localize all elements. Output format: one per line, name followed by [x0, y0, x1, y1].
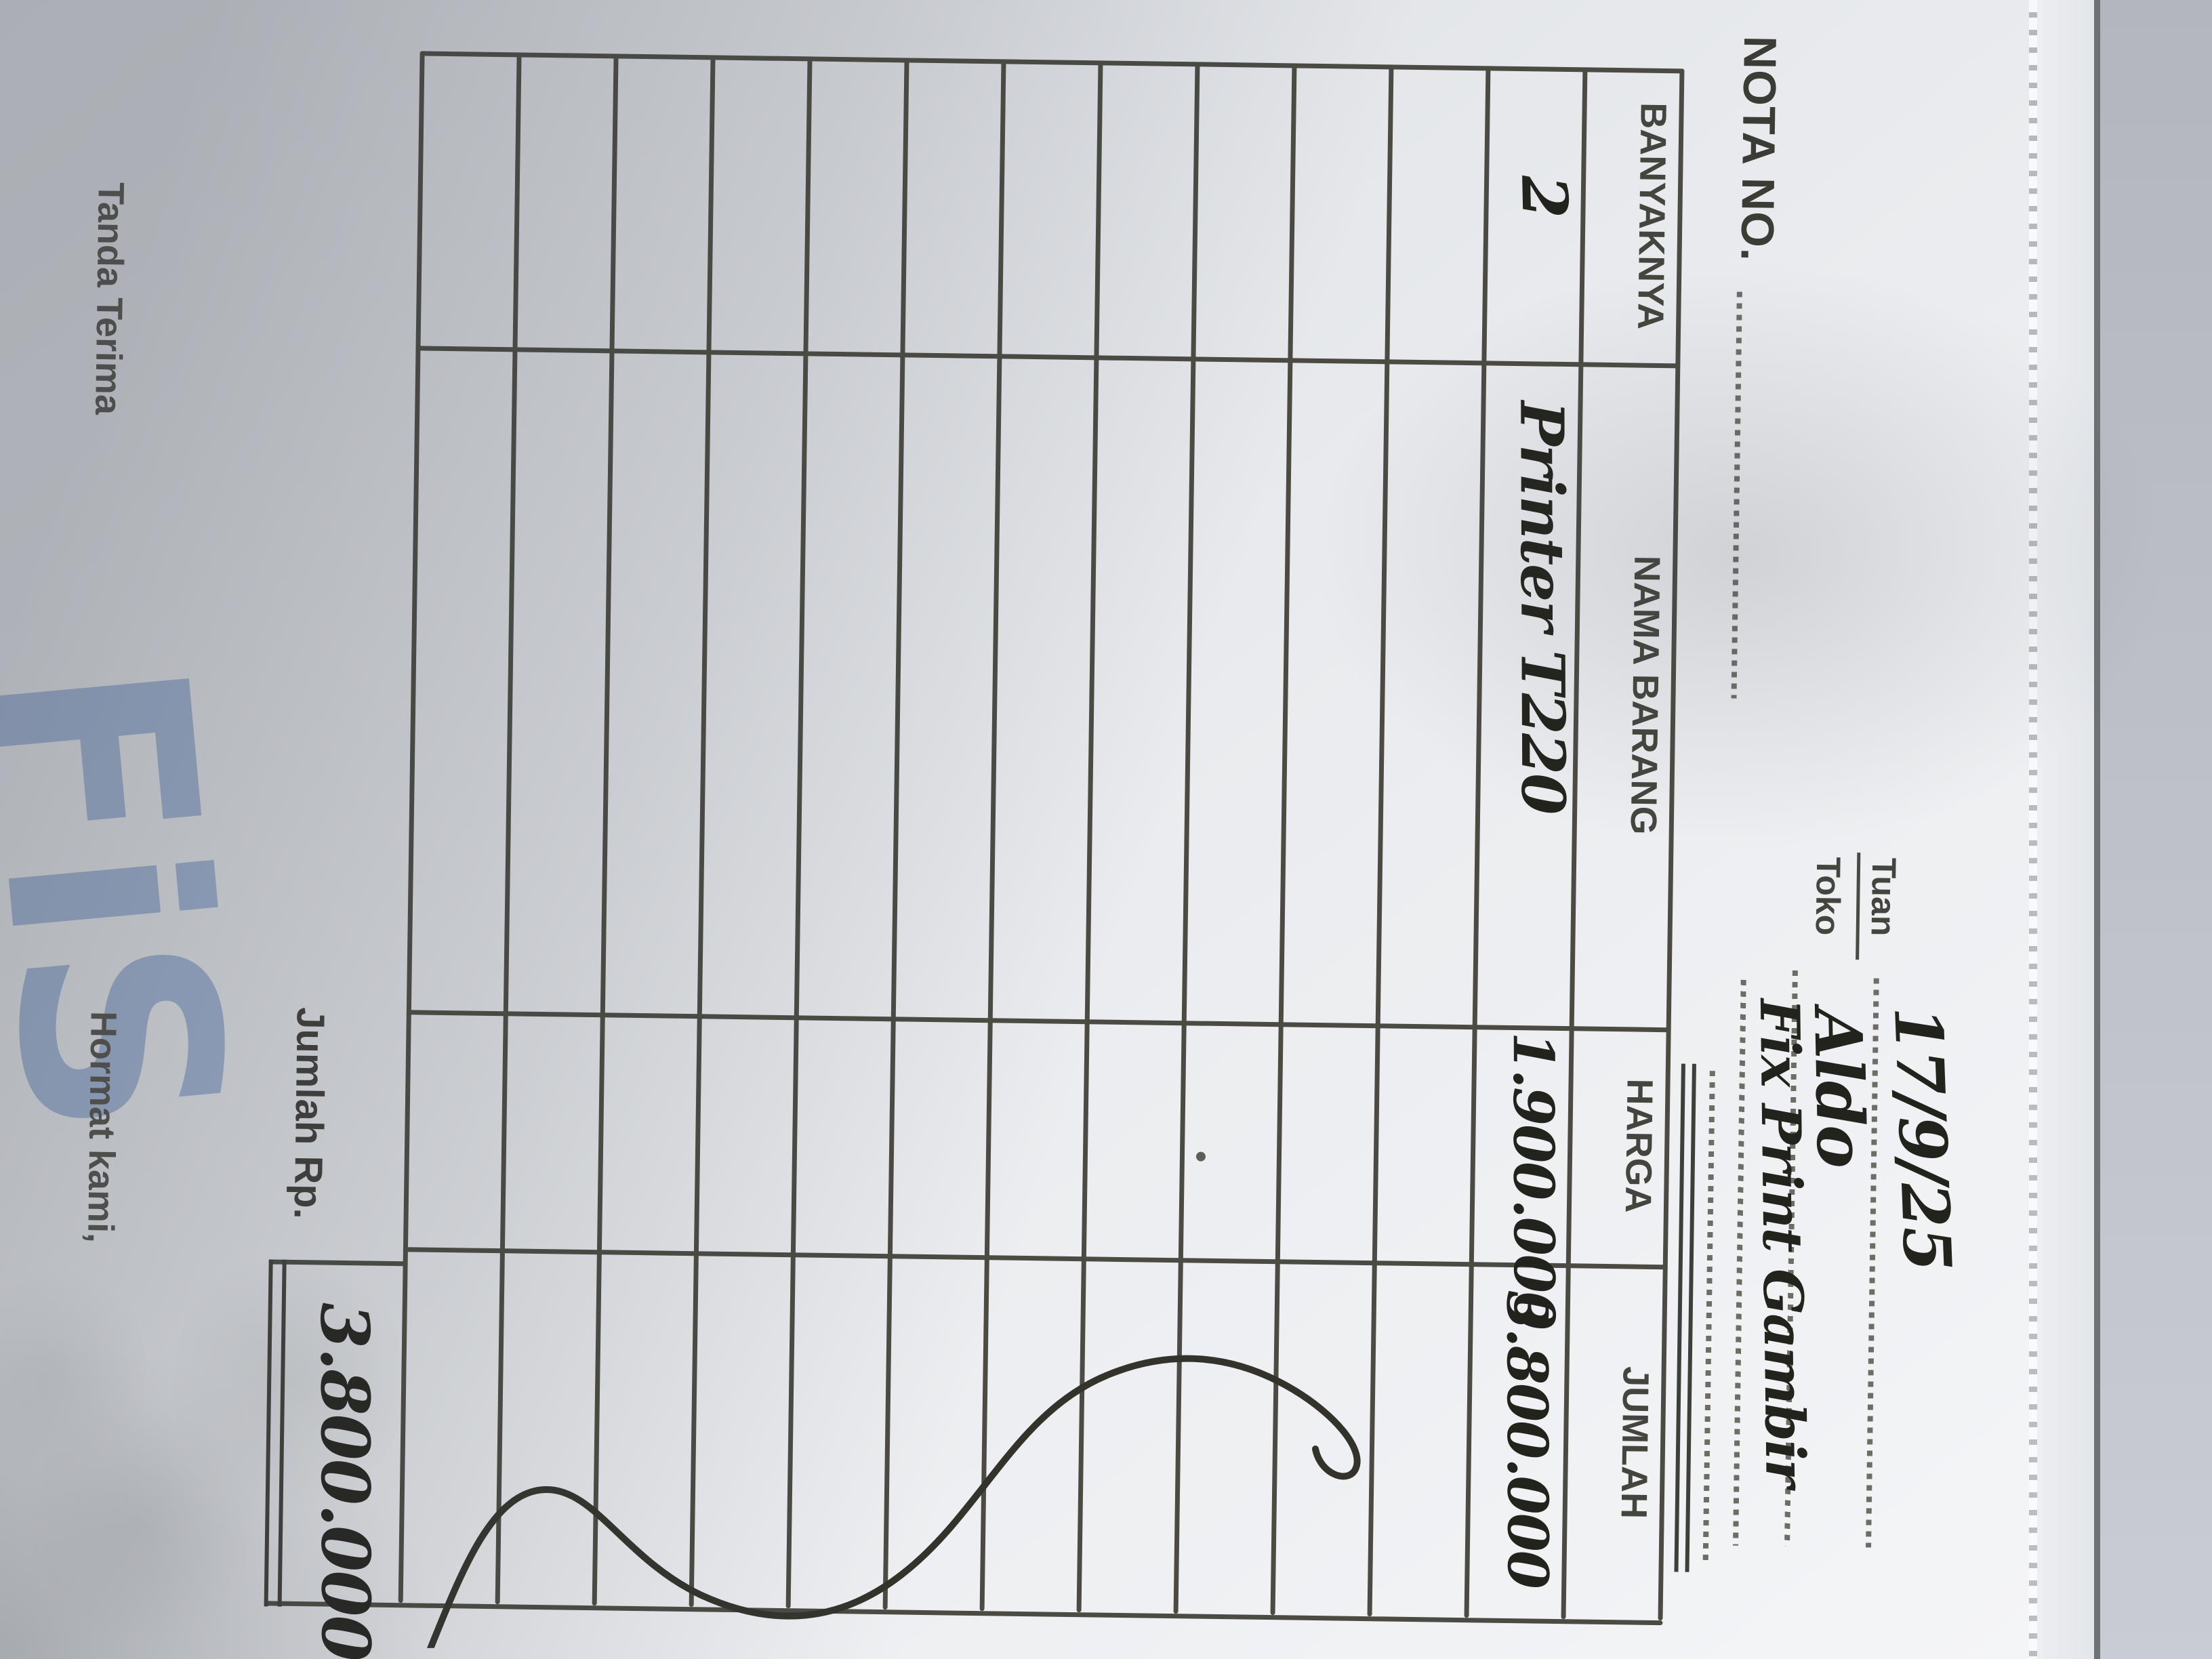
- ink-dot: [1195, 1151, 1206, 1162]
- receipt-paper: FiS NOTA NO. 17/9/25 Tuan Toko Aldo Fix …: [0, 0, 2037, 1659]
- notepad-edge: [2094, 0, 2100, 1659]
- table-surface-background: [2100, 0, 2212, 1659]
- receipt-sheet: FiS NOTA NO. 17/9/25 Tuan Toko Aldo Fix …: [0, 0, 2037, 1659]
- receipt-content: FiS NOTA NO. 17/9/25 Tuan Toko Aldo Fix …: [0, 35, 1966, 1659]
- under-sheet-paper: [2037, 0, 2094, 1659]
- signature-swoosh: [424, 1355, 1361, 1659]
